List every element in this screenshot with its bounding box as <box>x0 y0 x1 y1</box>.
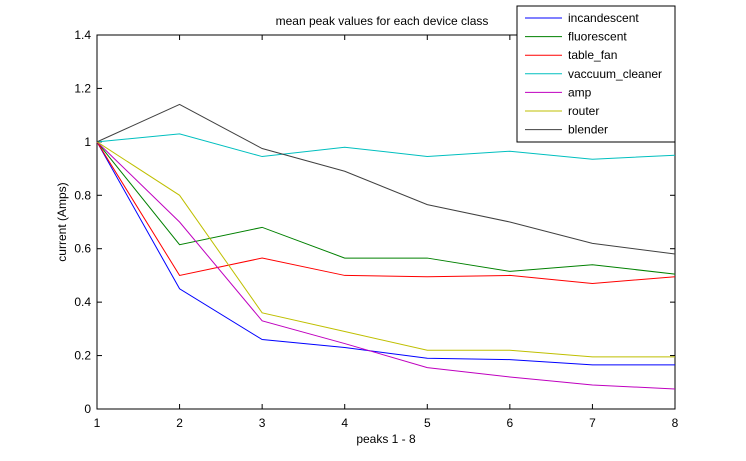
series-line-vaccuum-cleaner <box>96 133 676 160</box>
series-line-table-fan <box>96 141 676 284</box>
series-line-blender <box>96 103 676 255</box>
x-axis-title: peaks 1 - 8 <box>356 432 416 446</box>
y-tick-label: 0 <box>84 402 91 416</box>
series-line-router <box>96 141 675 358</box>
x-tick-label: 1 <box>94 416 101 430</box>
legend-label-table-fan: table_fan <box>568 48 617 62</box>
y-axis-title: current (Amps) <box>55 182 69 261</box>
y-tick-label: 1.2 <box>74 81 91 95</box>
y-tick-label: 0.2 <box>74 349 91 363</box>
legend: incandescent fluorescent table_fan vaccuum_… <box>516 5 676 143</box>
legend-label-router: router <box>568 104 599 118</box>
legend-label-fluorescent: fluorescent <box>568 30 627 44</box>
x-tick-label: 7 <box>589 416 596 430</box>
x-tick-label: 8 <box>672 416 679 430</box>
series-lines <box>96 103 676 390</box>
legend-label-blender: blender <box>568 123 608 137</box>
series-line-incandescent <box>96 141 675 366</box>
y-tick-label: 0.8 <box>74 188 91 202</box>
chart-title: mean peak values for each device class <box>276 14 489 28</box>
x-tick-label: 2 <box>176 416 183 430</box>
series-line-amp <box>96 141 676 390</box>
y-tick-label: 0.4 <box>74 295 91 309</box>
legend-label-amp: amp <box>568 85 592 99</box>
y-tick-label: 1 <box>84 135 91 149</box>
x-tick-label: 3 <box>259 416 266 430</box>
legend-label-vaccuum-cleaner: vaccuum_cleaner <box>568 67 662 81</box>
x-tick-label: 4 <box>341 416 348 430</box>
x-tick-label: 5 <box>424 416 431 430</box>
legend-label-incandescent: incandescent <box>568 11 639 25</box>
series-line-fluorescent <box>96 141 676 275</box>
y-tick-label: 1.4 <box>74 28 91 42</box>
y-tick-label: 0.6 <box>74 242 91 256</box>
x-tick-label: 6 <box>507 416 514 430</box>
